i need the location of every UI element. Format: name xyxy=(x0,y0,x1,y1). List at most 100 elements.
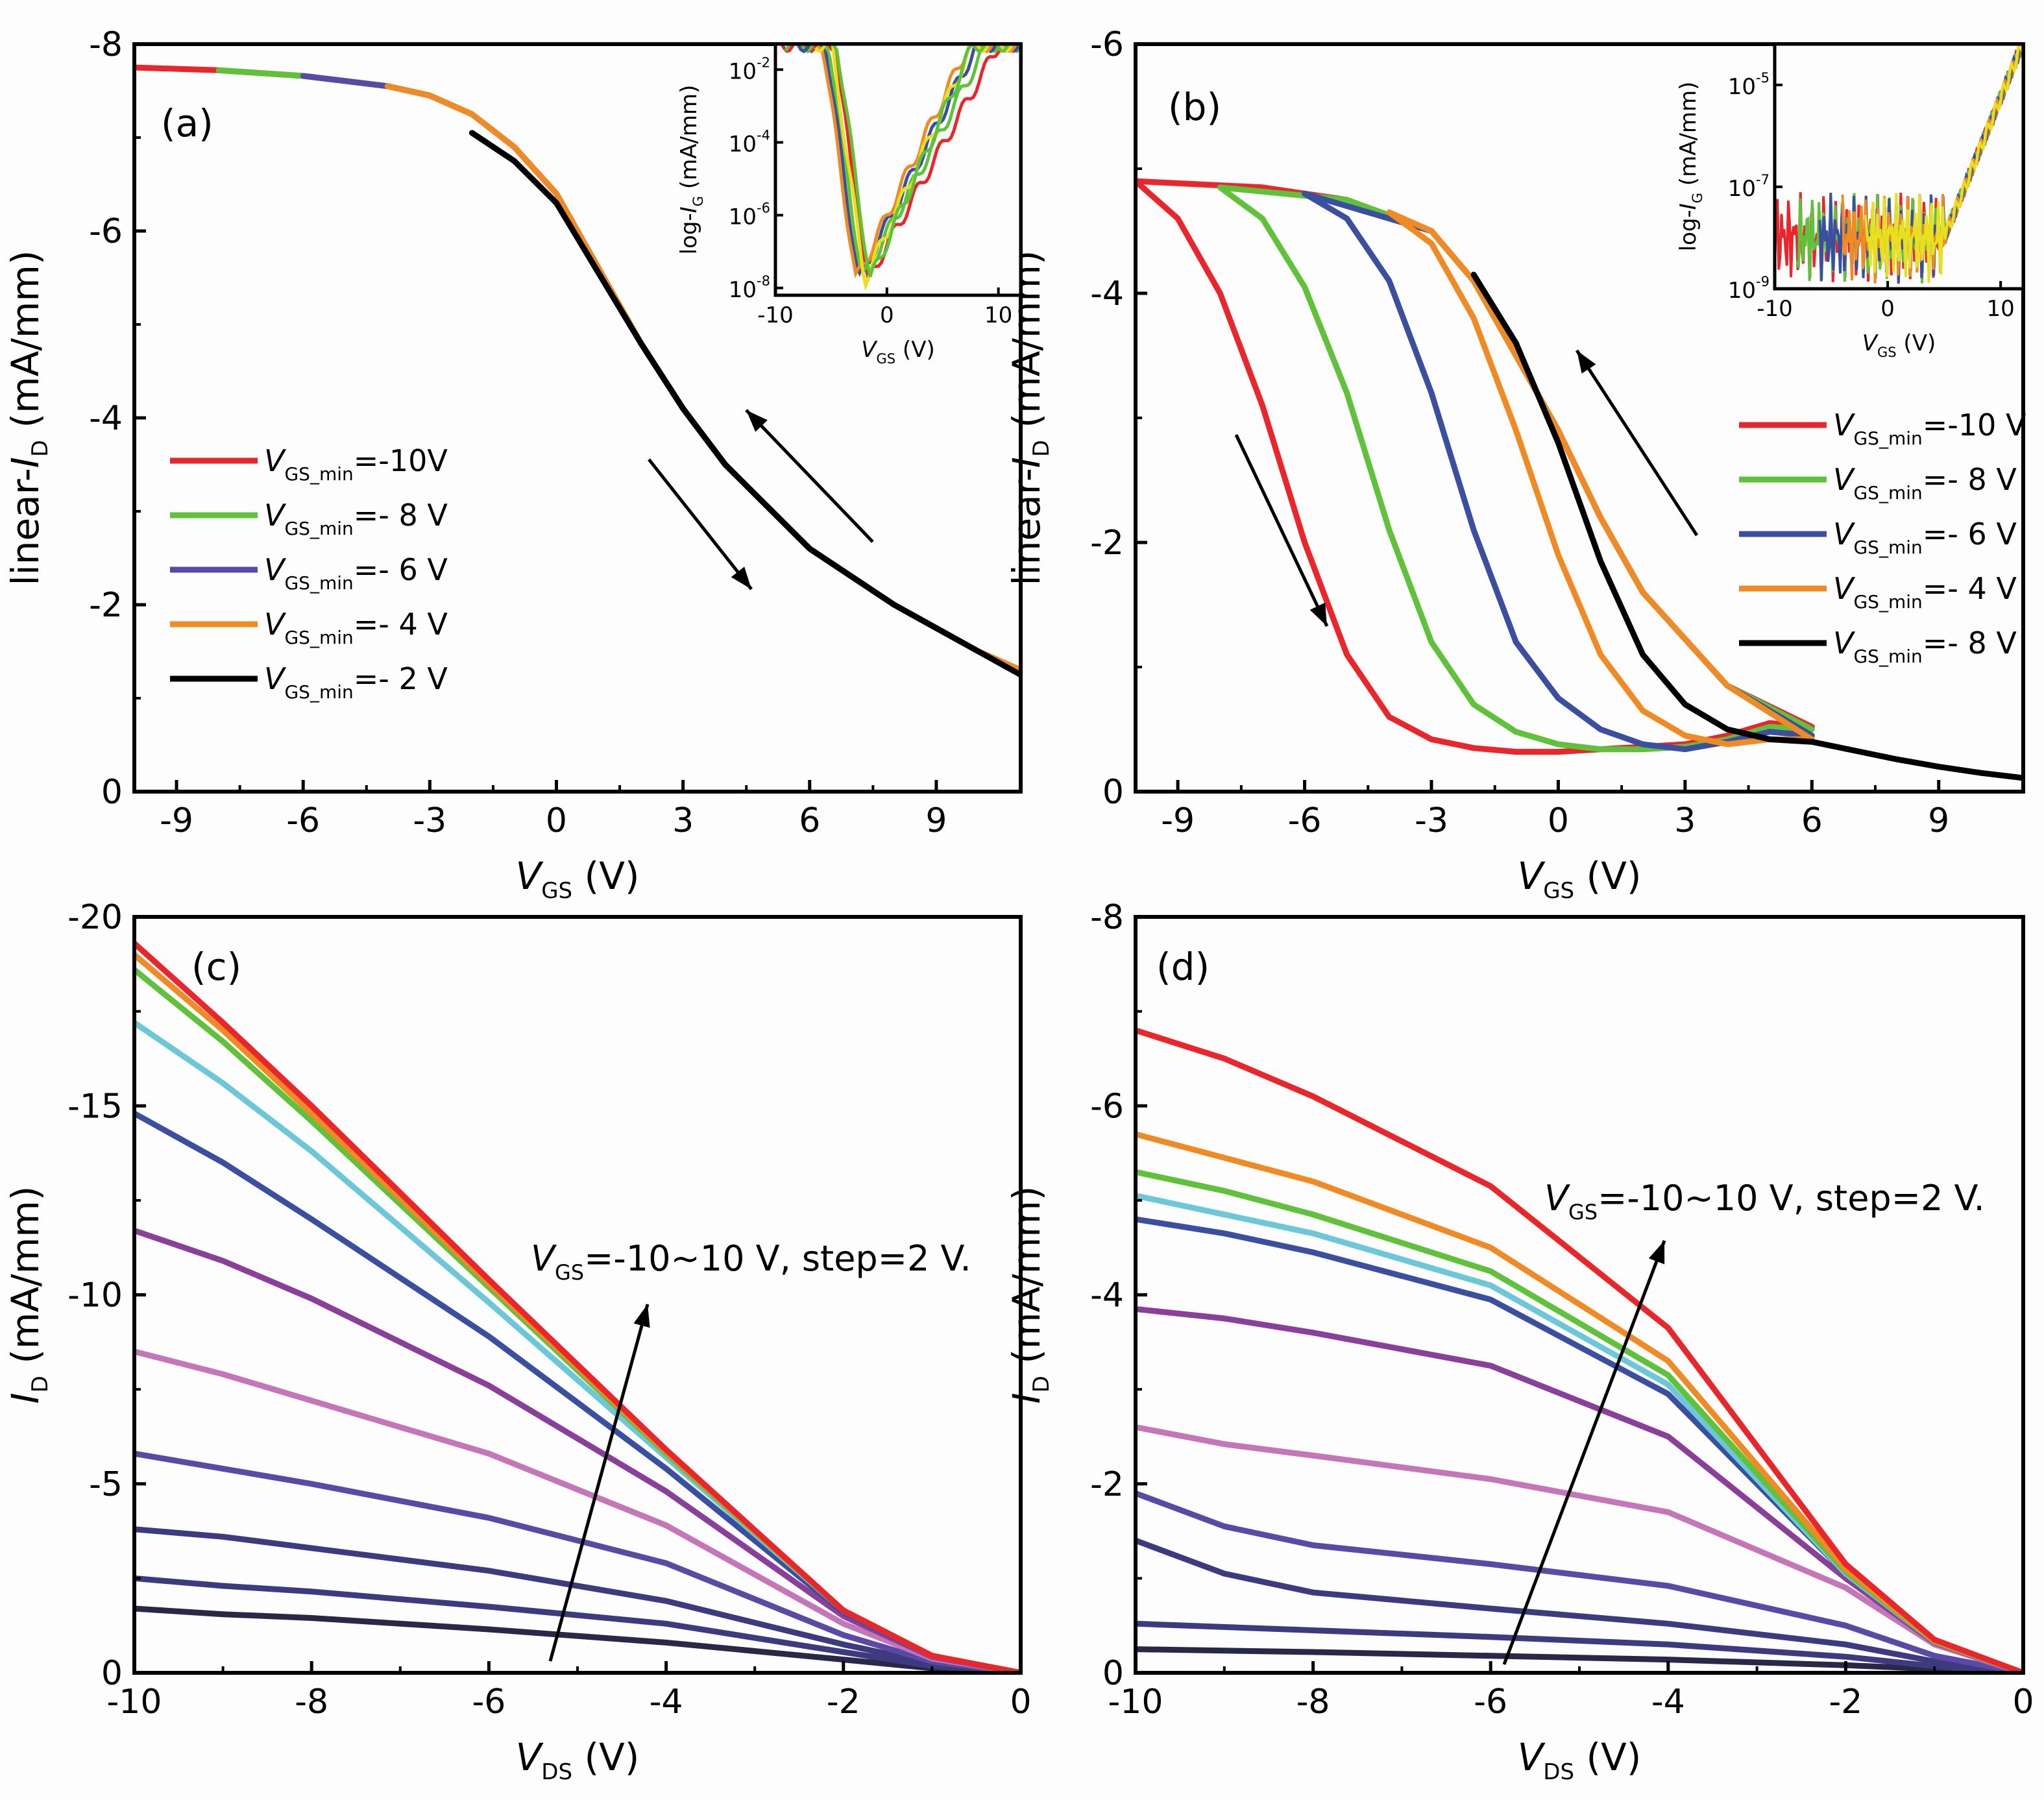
inset-bg xyxy=(775,44,1021,295)
inset-y-tick-label: 10-6 xyxy=(729,201,770,230)
legend: VGS_min=-10 V VGS_min=- 8 V VGS_min=- 6 V V… xyxy=(1739,407,2026,667)
inset-curve-blue xyxy=(796,44,1020,277)
legend-label: VGS_min=- 8 V xyxy=(1833,462,2017,504)
y-tick-label: -6 xyxy=(89,212,123,251)
series-line-green-8 xyxy=(1136,1169,2023,1673)
y-tick-label: -6 xyxy=(1090,1087,1124,1126)
y-tick-label: -4 xyxy=(1090,1276,1124,1315)
inset-x-tick-label: -10 xyxy=(757,302,794,328)
y-tick-label: -4 xyxy=(89,399,123,438)
x-tick-label: -8 xyxy=(295,1683,328,1721)
arrow-head xyxy=(1577,350,1596,374)
y-axis-label: ID (mA/mm) xyxy=(3,1186,53,1404)
series-line-green-1 xyxy=(1217,184,1815,753)
inset-y-tick-label: 10-9 xyxy=(1728,274,1770,304)
inset-a: 10-2 10-4 10-6 10-8-10 0 10 VGS (V) log-IG (mA/… xyxy=(676,42,1023,367)
inset-y-tick-label: 10-4 xyxy=(729,127,770,157)
legend-label: VGS_min=-10V xyxy=(264,443,448,485)
inset-curve-green xyxy=(831,44,1021,278)
series-line-navy-2 xyxy=(134,1526,1021,1673)
arrow-head xyxy=(731,566,751,589)
y-tick-label: -2 xyxy=(1090,1465,1124,1504)
y-tick-label: -8 xyxy=(1090,898,1124,937)
series-line-red-10 xyxy=(1136,1027,2023,1673)
y-tick-label: -6 xyxy=(1090,25,1124,64)
x-tick-label: 0 xyxy=(1010,1683,1031,1721)
series-line-red-10 xyxy=(134,940,1021,1673)
inset-x-label: VGS (V) xyxy=(1862,330,1936,360)
inset-series xyxy=(1775,44,2023,284)
legend-label: VGS_min=- 8 V xyxy=(1833,626,2017,667)
x-tick-label: 3 xyxy=(672,801,694,840)
annotation: VGS=-10~10 V, step=2 V. xyxy=(531,1238,971,1285)
arrow-shaft xyxy=(1234,433,1329,627)
inset-y-tick-label: 10-2 xyxy=(729,55,770,84)
arrow-head xyxy=(746,410,768,432)
x-tick-label: -6 xyxy=(1474,1683,1507,1721)
sweep-arrow-down-a xyxy=(648,458,753,590)
sweep-arrow-up-b xyxy=(1575,349,1699,537)
x-tick-label: -10 xyxy=(1108,1683,1163,1721)
x-axis-label: VDS (V) xyxy=(516,1735,640,1785)
inset-curve-yellow xyxy=(1864,44,2023,283)
arrow-shaft xyxy=(1575,349,1699,537)
y-tick-label: -4 xyxy=(1090,274,1124,313)
annotation: VGS=-10~10 V, step=2 V. xyxy=(1544,1178,1985,1224)
series-group xyxy=(1136,178,2023,781)
sweep-arrow-down-b xyxy=(1234,433,1329,627)
inset-b: 10-5 10-7 10-9-10 0 10 VGS (V) log-IG (mA/mm) xyxy=(1675,42,2025,360)
inset-frame xyxy=(773,42,1023,297)
arrow-shaft xyxy=(648,458,753,590)
x-tick-label: 3 xyxy=(1674,801,1696,840)
x-tick-label: 9 xyxy=(925,801,947,840)
inset-x-tick-label: 10 xyxy=(984,302,1012,328)
inset-x-tick-label: -10 xyxy=(1757,296,1793,322)
x-tick-label: -2 xyxy=(1829,1683,1862,1721)
inset-y-tick-label: 10-7 xyxy=(1728,172,1770,202)
y-axis-label: linear-ID (mA/mm) xyxy=(3,250,53,586)
y-axis-label: linear-ID (mA/mm) xyxy=(1004,250,1054,586)
x-tick-label: 0 xyxy=(2012,1683,2034,1721)
arrow-head xyxy=(633,1304,650,1328)
y-tick-label: 0 xyxy=(101,773,123,812)
series-line-navy-2 xyxy=(1136,1537,2023,1673)
y-tick-label: -20 xyxy=(67,898,123,937)
arrow-shaft xyxy=(1502,1240,1666,1665)
x-axis-label: VGS (V) xyxy=(516,854,640,904)
series-line-blue-2 xyxy=(1302,190,1815,753)
x-tick-label: -2 xyxy=(827,1683,860,1721)
vgs-step-arrow-d xyxy=(1502,1240,1666,1665)
legend-label: VGS_min=- 4 V xyxy=(264,607,448,648)
x-tick-label: -6 xyxy=(472,1683,505,1721)
y-tick-label: -2 xyxy=(1090,524,1124,563)
series-line-cyan-7 xyxy=(134,1019,1021,1673)
series-line-black-4 xyxy=(468,130,1021,678)
legend-label: VGS_min=- 2 V xyxy=(264,661,448,703)
y-tick-label: 0 xyxy=(101,1654,123,1693)
x-tick-label: -6 xyxy=(286,801,320,840)
x-tick-label: -3 xyxy=(1415,801,1448,840)
x-axis-label: VGS (V) xyxy=(1518,854,1642,904)
x-tick-label: 6 xyxy=(799,801,820,840)
x-tick-label: -9 xyxy=(160,801,193,840)
legend-label: VGS_min=-10 V xyxy=(1833,407,2026,449)
legend: VGS_min=-10V VGS_min=- 8 V VGS_min=- 6 V VG… xyxy=(170,443,448,703)
panel-label: (a) xyxy=(161,101,213,145)
x-axis-label: VDS (V) xyxy=(1518,1735,1642,1785)
y-tick-label: 0 xyxy=(1102,1654,1124,1693)
y-tick-label: 0 xyxy=(1102,773,1124,812)
inset-y-tick-label: 10-8 xyxy=(729,273,770,303)
inset-x-tick-label: 0 xyxy=(880,302,894,328)
series-group xyxy=(1136,1027,2023,1673)
legend-label: VGS_min=- 4 V xyxy=(1833,571,2017,613)
x-tick-label: -10 xyxy=(107,1683,162,1721)
inset-x-tick-label: 0 xyxy=(1880,296,1895,322)
legend-label: VGS_min=- 8 V xyxy=(264,498,448,539)
x-tick-label: -9 xyxy=(1161,801,1195,840)
panel-label: (c) xyxy=(191,945,241,989)
series-line-indigo-3 xyxy=(1136,1490,2023,1673)
y-tick-label: -10 xyxy=(67,1276,123,1315)
series-line-dark-0 xyxy=(134,1605,1021,1673)
